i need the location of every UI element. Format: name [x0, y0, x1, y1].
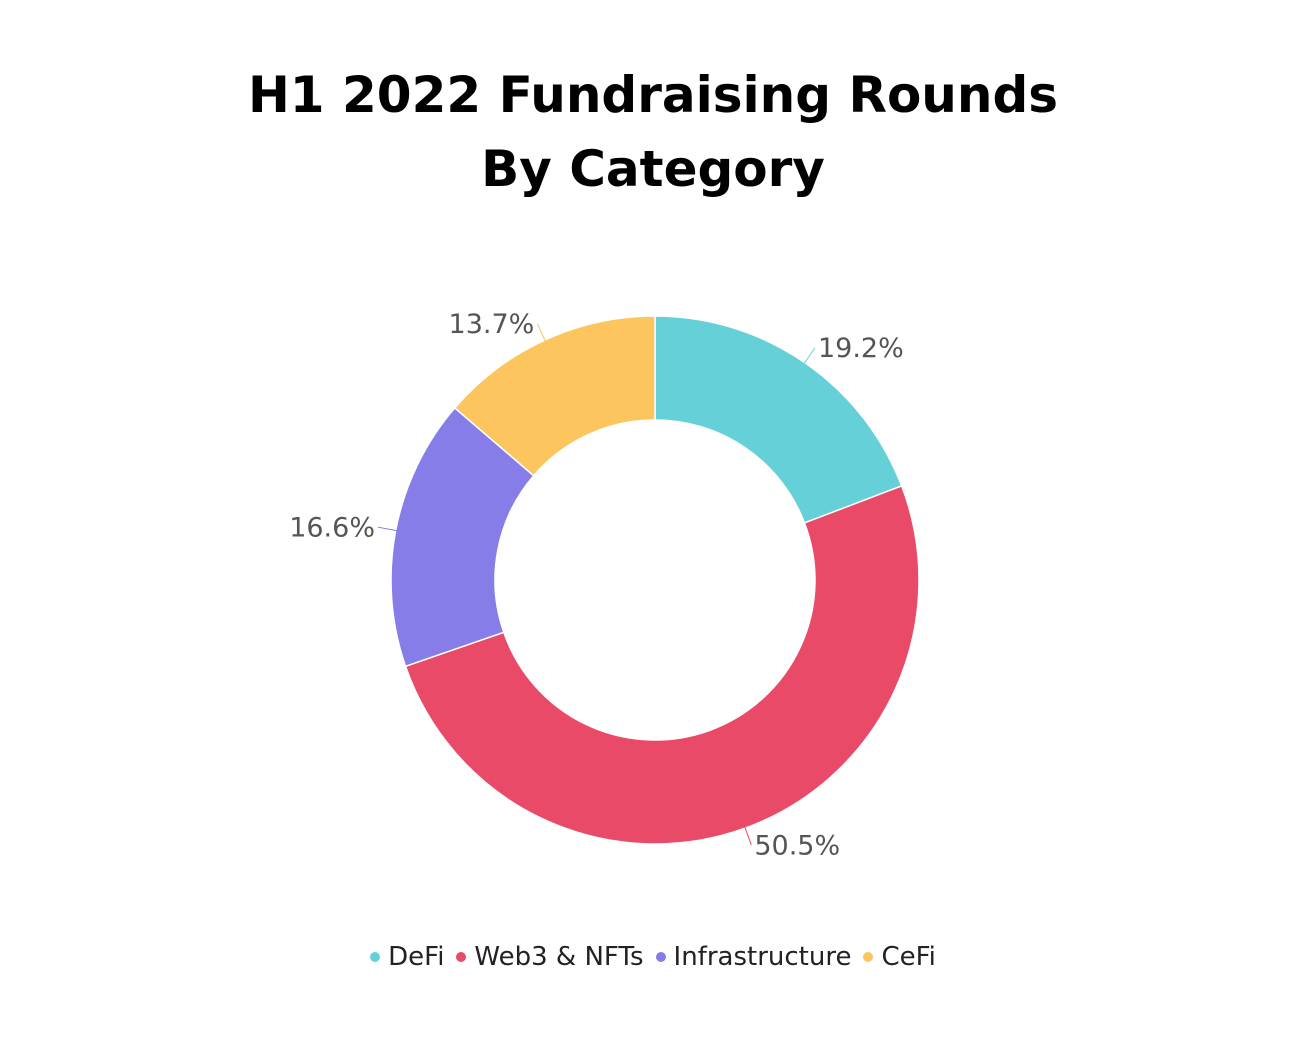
- legend-marker-infrastructure: [655, 952, 666, 962]
- chart-title-line-2: By Category: [481, 140, 825, 198]
- leader-line-defi: [803, 347, 816, 365]
- donut-slices: [390, 315, 920, 845]
- label-leader-lines: [377, 323, 816, 846]
- legend-marker-cefi: [863, 952, 874, 962]
- leader-line-web3-nfts: [744, 826, 752, 846]
- legend-label-defi: DeFi: [388, 942, 445, 972]
- legend-item-cefi[interactable]: CeFi: [863, 942, 936, 972]
- data-label-cefi: 13.7%: [449, 309, 535, 340]
- leader-line-cefi: [536, 323, 547, 343]
- slice-defi[interactable]: [654, 315, 903, 524]
- legend-item-infrastructure[interactable]: Infrastructure: [655, 942, 852, 972]
- slice-infrastructure[interactable]: [390, 406, 535, 668]
- legend-marker-defi: [370, 952, 381, 962]
- data-labels: 19.2% 50.5% 16.6% 13.7%: [289, 309, 904, 861]
- leader-line-infrastructure: [377, 526, 398, 532]
- chart-title-line-1: H1 2022 Fundraising Rounds: [247, 66, 1059, 124]
- legend-item-defi[interactable]: DeFi: [370, 942, 444, 972]
- legend-marker-web3-nfts: [456, 952, 467, 962]
- legend-item-web3-nfts[interactable]: Web3 & NFTs: [456, 942, 644, 972]
- chart-title: H1 2022 Fundraising Rounds By Category: [0, 58, 1306, 206]
- legend-label-infrastructure: Infrastructure: [673, 942, 852, 972]
- legend: DeFi Web3 & NFTs Infrastructure CeFi: [0, 942, 1306, 972]
- slice-cefi[interactable]: [453, 315, 656, 477]
- slice-web3-nfts[interactable]: [404, 484, 920, 845]
- legend-label-cefi: CeFi: [881, 942, 936, 972]
- legend-label-web3-nfts: Web3 & NFTs: [474, 942, 644, 972]
- data-label-infrastructure: 16.6%: [289, 513, 375, 544]
- data-label-defi: 19.2%: [818, 333, 904, 364]
- data-label-web3-nfts: 50.5%: [754, 830, 840, 861]
